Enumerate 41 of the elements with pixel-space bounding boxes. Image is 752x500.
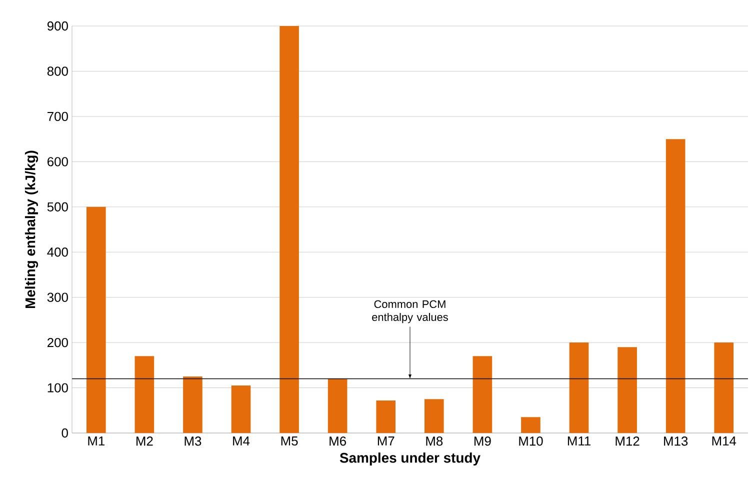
y-tick-label: 300 — [47, 292, 68, 302]
bar — [714, 342, 734, 433]
x-tick-label: M10 — [519, 436, 543, 446]
y-tick-label: 800 — [47, 66, 68, 76]
bar — [569, 342, 589, 433]
y-tick-label: 500 — [47, 202, 68, 212]
y-tick-label: 900 — [47, 21, 68, 31]
ref-line-label: Common PCM enthalpy values — [372, 300, 448, 324]
x-tick-label: M8 — [426, 436, 443, 446]
bar — [666, 139, 686, 433]
x-tick-label: M11 — [568, 436, 590, 446]
bar — [521, 417, 540, 433]
bar — [376, 400, 396, 433]
y-tick-label: 0 — [62, 428, 68, 438]
y-tick-label: 600 — [48, 157, 68, 166]
bar — [134, 356, 154, 433]
bar — [183, 376, 202, 433]
x-tick-label: M13 — [664, 436, 688, 446]
bar — [280, 26, 299, 433]
x-tick-label: M5 — [281, 436, 298, 446]
x-tick-label: M4 — [233, 436, 250, 446]
x-tick-label: M2 — [136, 436, 153, 446]
x-tick-label: M3 — [184, 436, 202, 446]
y-tick-label: 400 — [47, 248, 68, 257]
y-tick-label: 200 — [48, 338, 68, 348]
y-tick-label: 100 — [48, 383, 68, 392]
bar — [231, 386, 251, 433]
bar — [618, 347, 637, 433]
bar — [424, 399, 444, 433]
x-tick-label: M1 — [88, 436, 105, 446]
x-axis-title: Samples under study — [340, 452, 480, 466]
x-tick-label: M9 — [474, 436, 491, 446]
x-tick-label: M6 — [330, 436, 346, 446]
x-tick-label: M12 — [616, 436, 640, 446]
y-axis-title: Melting enthalpy (kJ/kg) — [24, 150, 38, 308]
bar — [86, 206, 106, 433]
x-tick-label: M14 — [712, 436, 736, 446]
bar — [328, 378, 348, 433]
x-tick-label: M7 — [378, 436, 394, 446]
y-tick-label: 700 — [48, 112, 68, 122]
bar — [472, 356, 492, 433]
